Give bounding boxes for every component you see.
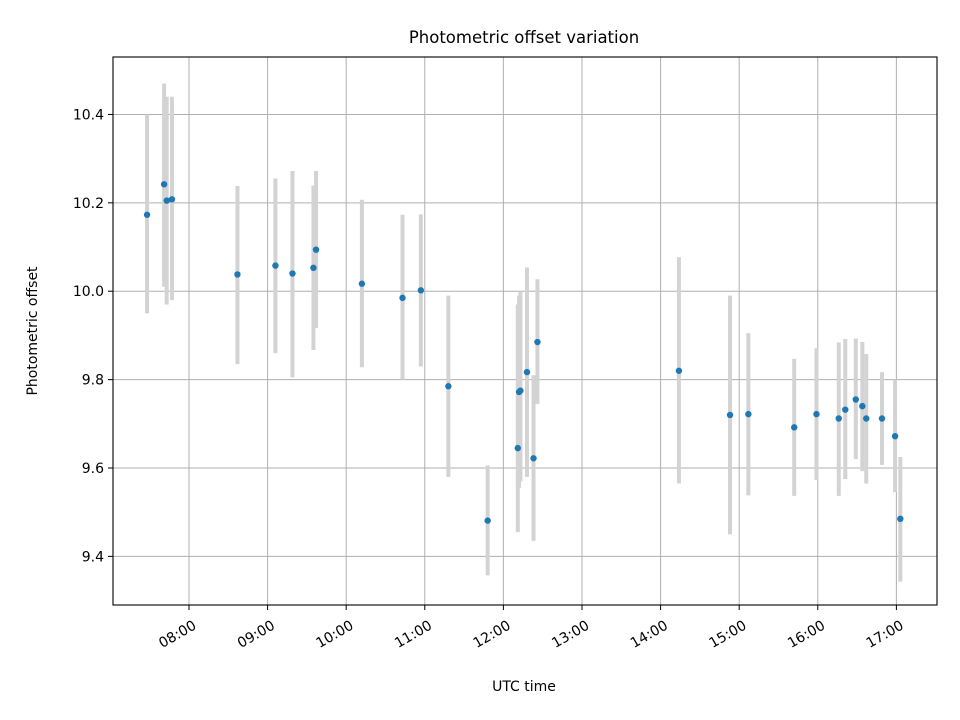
data-point (310, 264, 317, 272)
x-tick-label: 17:00 (864, 618, 907, 652)
x-tick-label: 08:00 (156, 618, 199, 652)
x-tick-label: 11:00 (392, 618, 435, 652)
y-tick-label: 9.4 (82, 549, 104, 565)
y-axis-label: Photometric offset (25, 266, 41, 396)
x-axis-label: UTC time (492, 679, 556, 695)
data-point (160, 181, 168, 188)
data-point (842, 406, 849, 413)
data-point (514, 444, 521, 452)
x-tick-label: 09:00 (235, 618, 278, 652)
y-tick-label: 9.8 (82, 373, 104, 389)
data-point (399, 294, 406, 302)
data-point (517, 387, 524, 394)
data-point (791, 424, 798, 431)
data-point (813, 410, 820, 418)
x-tick-label: 16:00 (785, 618, 828, 652)
data-point (675, 367, 683, 374)
error-bars (145, 83, 903, 582)
x-tick-label: 15:00 (706, 618, 749, 652)
x-tick-label: 13:00 (549, 618, 592, 652)
data-point (863, 415, 870, 422)
data-point (878, 415, 886, 422)
data-point (168, 196, 176, 203)
data-point (891, 432, 899, 440)
data-point (534, 338, 541, 346)
data-point (726, 411, 734, 419)
data-point (835, 415, 842, 422)
y-axis-ticks: 9.4 9.6 9.8 10.0 10.2 10.4 (73, 107, 113, 565)
data-point (897, 515, 904, 523)
data-point (745, 410, 752, 418)
x-tick-label: 14:00 (628, 618, 671, 652)
y-tick-label: 10.2 (73, 196, 104, 212)
data-point (530, 455, 537, 462)
data-point (358, 280, 366, 287)
data-point (523, 368, 531, 376)
data-points (143, 181, 904, 524)
data-point (272, 262, 279, 269)
data-point (852, 396, 859, 403)
data-point (484, 517, 491, 524)
y-tick-label: 9.6 (82, 461, 104, 477)
data-point (163, 197, 170, 204)
data-point (417, 287, 425, 294)
x-tick-label: 12:00 (471, 618, 514, 652)
data-point (234, 271, 241, 278)
chart-title: Photometric offset variation (409, 28, 639, 47)
data-point (289, 270, 296, 277)
plot-frame (112, 56, 938, 606)
x-tick-label: 10:00 (313, 618, 356, 652)
data-point (143, 211, 151, 218)
data-point (445, 383, 452, 390)
x-axis-ticks: 08:00 09:00 10:00 11:00 12:00 13:00 14:00 15:00… (156, 605, 907, 652)
data-point (859, 402, 866, 410)
y-tick-label: 10.4 (73, 107, 104, 123)
data-point (312, 246, 320, 253)
y-tick-label: 10.0 (73, 284, 104, 300)
